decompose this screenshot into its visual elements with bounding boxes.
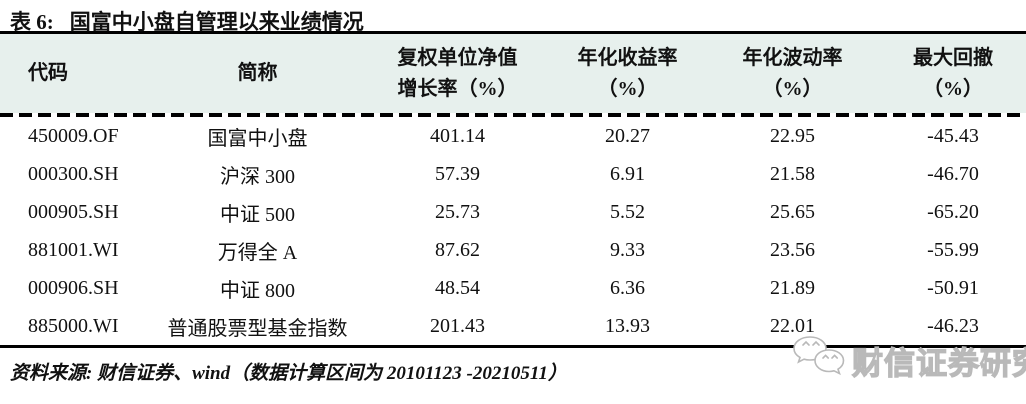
cell-nav-growth: 57.39: [435, 162, 480, 185]
cell-max-drawdown: -45.43: [927, 124, 979, 147]
cell-max-drawdown: -65.20: [927, 200, 979, 223]
cell-annual-return: 20.27: [605, 124, 650, 147]
table-top-rule: [0, 31, 1026, 34]
wechat-icon: [788, 334, 852, 386]
table-title-text: 国富中小盘自管理以来业绩情况: [69, 10, 364, 34]
col-header-nav-growth: 复权单位净值 增长率（%）: [365, 34, 550, 113]
cell-annual-return: 13.93: [605, 314, 650, 337]
col-header-max-drawdown: 最大回撤 （%）: [880, 34, 1026, 113]
cell-nav-growth: 87.62: [435, 238, 480, 261]
cell-nav-growth: 401.14: [430, 124, 485, 147]
cell-name: 中证 500: [220, 203, 295, 226]
table-row: 450009.OF 国富中小盘 401.14 20.27 22.95 -45.4…: [0, 117, 1026, 155]
header-row: 代码 简称 复权单位净值 增长率（%） 年化收益率 （%） 年化波动率: [0, 34, 1026, 113]
header-dashed-rule: [0, 113, 1026, 117]
header-separator-row: [0, 113, 1026, 117]
cell-annual-volatility: 23.56: [770, 238, 815, 261]
cell-annual-return: 6.91: [610, 162, 645, 185]
col-header-annual-volatility: 年化波动率 （%）: [705, 34, 880, 113]
cell-annual-return: 5.52: [610, 200, 645, 223]
watermark-text: 财信证券研究: [851, 345, 1026, 381]
table-title: 表 6: 国富中小盘自管理以来业绩情况: [0, 0, 1026, 34]
table-row: 000300.SH 沪深 300 57.39 6.91 21.58 -46.70: [0, 155, 1026, 193]
cell-max-drawdown: -46.23: [927, 314, 979, 337]
table-row: 881001.WI 万得全 A 87.62 9.33 23.56 -55.99: [0, 231, 1026, 269]
cell-code: 450009.OF: [28, 124, 119, 147]
table-number: 表 6:: [10, 10, 54, 34]
source-note: 资料来源: 财信证券、wind（数据计算区间为 20101123 -202105…: [10, 363, 567, 384]
cell-annual-return: 6.36: [610, 276, 645, 299]
cell-code: 000906.SH: [28, 276, 119, 299]
col-header-annual-return: 年化收益率 （%）: [550, 34, 705, 113]
cell-nav-growth: 25.73: [435, 200, 480, 223]
cell-annual-volatility: 22.01: [770, 314, 815, 337]
cell-code: 885000.WI: [28, 314, 119, 337]
table-row: 000905.SH 中证 500 25.73 5.52 25.65 -65.20: [0, 193, 1026, 231]
cell-code: 881001.WI: [28, 238, 119, 261]
cell-name: 普通股票型基金指数: [167, 317, 348, 340]
cell-nav-growth: 201.43: [430, 314, 485, 337]
col-header-name: 简称: [150, 34, 365, 113]
cell-name: 沪深 300: [220, 165, 295, 188]
cell-annual-volatility: 21.58: [770, 162, 815, 185]
cell-annual-volatility: 21.89: [770, 276, 815, 299]
watermark: 财信证券研究: [788, 334, 1026, 386]
table-row: 000906.SH 中证 800 48.54 6.36 21.89 -50.91: [0, 269, 1026, 307]
cell-annual-volatility: 25.65: [770, 200, 815, 223]
cell-annual-return: 9.33: [610, 238, 645, 261]
cell-name: 万得全 A: [217, 241, 298, 264]
table-row: 885000.WI 普通股票型基金指数 201.43 13.93 22.01 -…: [0, 307, 1026, 345]
cell-code: 000905.SH: [28, 200, 119, 223]
col-header-code: 代码: [0, 34, 150, 113]
cell-name: 国富中小盘: [207, 127, 308, 150]
table-bottom-rule: [0, 345, 1026, 348]
performance-table: 代码 简称 复权单位净值 增长率（%） 年化收益率 （%） 年化波动率: [0, 34, 1026, 345]
cell-name: 中证 800: [220, 279, 295, 302]
cell-max-drawdown: -50.91: [927, 276, 979, 299]
cell-max-drawdown: -46.70: [927, 162, 979, 185]
cell-nav-growth: 48.54: [435, 276, 480, 299]
cell-max-drawdown: -55.99: [927, 238, 979, 261]
cell-annual-volatility: 22.95: [770, 124, 815, 147]
cell-code: 000300.SH: [28, 162, 119, 185]
